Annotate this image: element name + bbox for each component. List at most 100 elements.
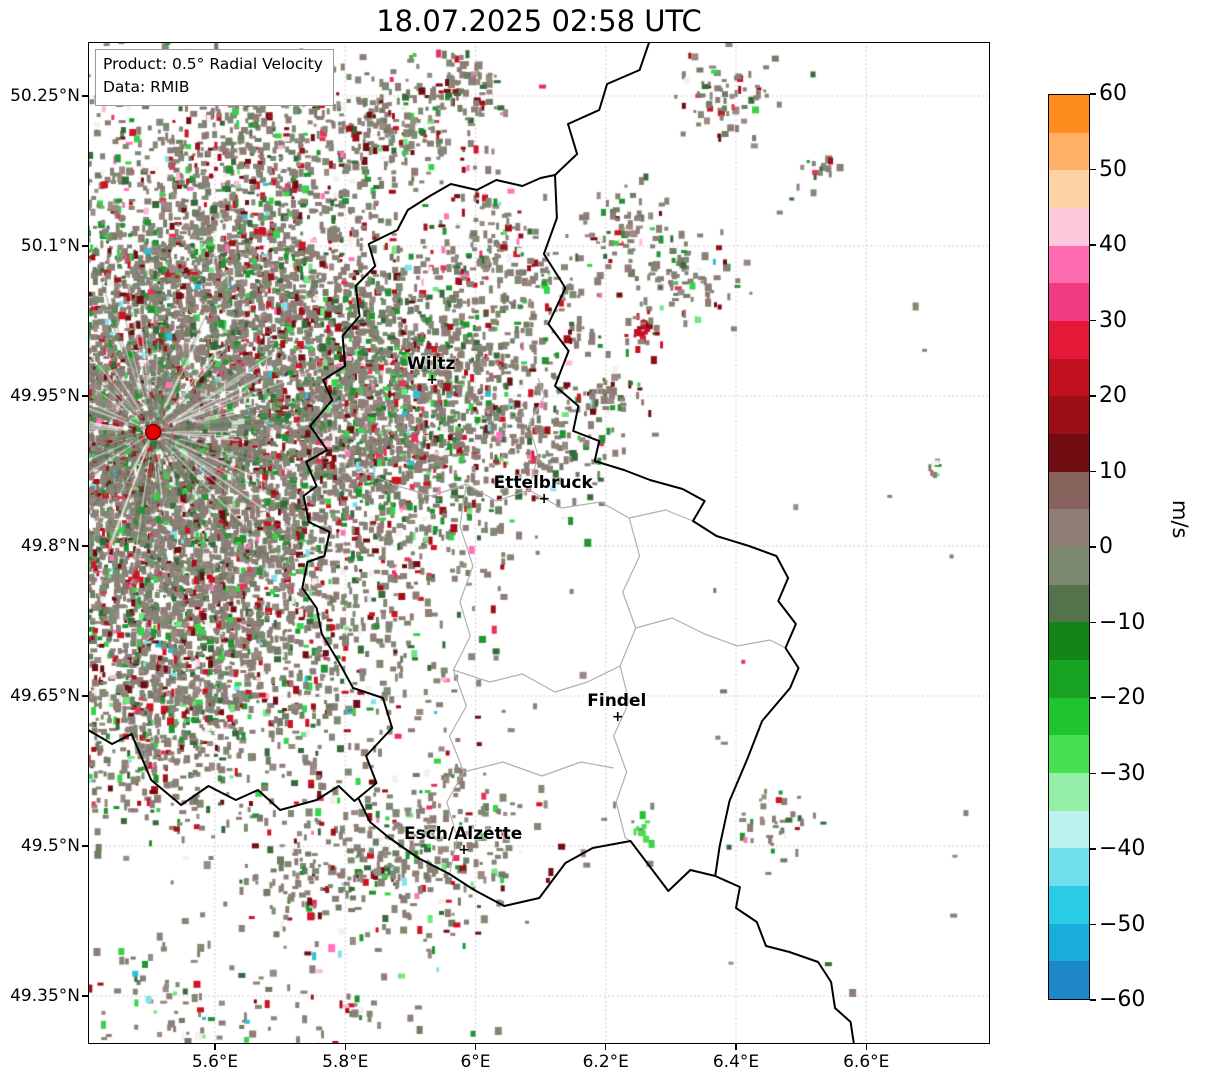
colorbar-bin [1049, 396, 1089, 435]
product-info-line2: Data: RMIB [103, 78, 190, 97]
district-border-line [453, 665, 621, 693]
colorbar-bin [1049, 170, 1089, 209]
colorbar-tick-mark [1090, 168, 1096, 171]
colorbar-bin [1049, 622, 1089, 661]
colorbar-bin [1049, 810, 1089, 849]
colorbar-bin [1049, 735, 1089, 774]
colorbar-tick-mark [1090, 319, 1096, 322]
x-tick-label: 6.4°E [712, 1052, 760, 1072]
y-tick-mark [82, 395, 88, 397]
x-tick-mark [865, 1044, 867, 1050]
colorbar-bin [1049, 697, 1089, 736]
radar-echo-canvas [88, 42, 990, 1044]
country-border-line [554, 42, 651, 176]
colorbar-bin [1049, 95, 1089, 133]
x-tick-label: 6°E [460, 1052, 491, 1072]
x-tick-mark [344, 1044, 346, 1050]
district-border-line [446, 483, 474, 875]
y-tick-mark [82, 845, 88, 847]
colorbar-tick-mark [1090, 546, 1096, 548]
colorbar-tick-mark [1090, 244, 1096, 246]
city-label: Findel [587, 691, 647, 711]
colorbar-bin [1049, 434, 1089, 472]
colorbar-tick-mark [1090, 999, 1096, 1001]
colorbar-bin [1049, 132, 1089, 171]
colorbar-bin [1049, 321, 1089, 359]
district-border-line [635, 617, 786, 649]
colorbar-bin [1049, 660, 1089, 698]
colorbar-tick-label: 30 [1099, 307, 1127, 333]
y-tick-label: 49.35°N [10, 986, 80, 1006]
colorbar-bin [1049, 848, 1089, 887]
city-marker: + [538, 491, 550, 507]
colorbar-bin [1049, 886, 1089, 924]
y-tick-label: 49.5°N [20, 836, 80, 856]
city-label: Esch/Alzette [403, 824, 523, 844]
city-marker: + [611, 709, 624, 725]
x-tick-label: 6.6°E [843, 1052, 890, 1072]
colorbar-tick-label: 40 [1099, 232, 1127, 257]
colorbar-unit-label: m/s [1168, 500, 1192, 539]
colorbar-bin [1049, 547, 1089, 585]
x-tick-label: 6.2°E [582, 1052, 629, 1072]
city-marker: + [426, 372, 438, 388]
product-info-line1: Product: 0.5° Radial Velocity [103, 55, 323, 73]
colorbar-bin [1049, 358, 1089, 397]
city-marker: + [458, 842, 470, 858]
map-borders-svg [88, 42, 855, 1044]
colorbar-tick-mark [1090, 621, 1096, 624]
y-tick-mark [82, 695, 88, 697]
city-label: Ettelbruck [493, 473, 593, 493]
country-border-line [301, 174, 800, 907]
y-tick-mark [82, 545, 88, 547]
x-tick-mark [214, 1044, 216, 1050]
colorbar-tick-mark [1090, 93, 1096, 95]
y-tick-label: 49.8°N [20, 536, 80, 556]
colorbar-tick-label: −20 [1099, 685, 1146, 710]
y-tick-label: 49.65°N [10, 686, 80, 706]
colorbar-bin [1049, 245, 1089, 284]
colorbar-bin [1049, 961, 1089, 1000]
colorbar-tick-mark [1090, 697, 1096, 699]
district-border-line [612, 517, 641, 842]
colorbar-tick-label: 60 [1099, 81, 1127, 106]
colorbar-tick-mark [1090, 772, 1096, 775]
y-tick-label: 50.1°N [20, 236, 80, 256]
colorbar-tick-label: 20 [1099, 383, 1127, 408]
colorbar-bin [1049, 773, 1089, 811]
radar-site-marker [144, 423, 162, 441]
colorbar-tick-label: −50 [1099, 911, 1146, 937]
district-border-line [463, 761, 614, 777]
colorbar-tick-label: 10 [1099, 458, 1127, 484]
colorbar-tick-mark [1090, 470, 1096, 473]
x-tick-mark [605, 1044, 607, 1050]
y-tick-mark [82, 95, 88, 97]
y-tick-label: 49.95°N [10, 386, 80, 406]
colorbar-tick-label: −30 [1099, 760, 1146, 786]
x-tick-mark [474, 1044, 477, 1050]
colorbar-bin [1049, 208, 1089, 246]
district-border-line [528, 377, 546, 491]
x-tick-label: 5.8°E [322, 1052, 369, 1072]
colorbar-bin [1049, 283, 1089, 322]
product-info-box: Product: 0.5° Radial Velocity Data: RMIB [95, 49, 334, 106]
colorbar [1048, 94, 1090, 1000]
colorbar-tick-label: −60 [1099, 987, 1146, 1012]
colorbar-tick-label: 50 [1099, 156, 1127, 182]
country-border-line [88, 728, 359, 811]
colorbar-bin [1049, 471, 1089, 510]
colorbar-bin [1049, 923, 1089, 962]
y-tick-mark [82, 245, 88, 247]
colorbar-bin [1049, 509, 1089, 548]
city-label: Wiltz [406, 354, 456, 374]
figure-title: 18.07.2025 02:58 UTC [376, 4, 702, 38]
colorbar-tick-mark [1090, 848, 1096, 850]
x-tick-label: 5.6°E [191, 1052, 239, 1072]
colorbar-bin [1049, 584, 1089, 623]
colorbar-tick-label: −10 [1099, 609, 1146, 635]
x-tick-mark [735, 1044, 737, 1050]
y-tick-mark [82, 995, 88, 997]
colorbar-tick-label: 0 [1099, 534, 1113, 559]
colorbar-tick-label: −40 [1099, 836, 1146, 861]
